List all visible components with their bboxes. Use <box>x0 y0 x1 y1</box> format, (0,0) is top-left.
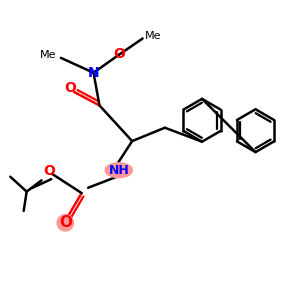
Text: Me: Me <box>145 31 161 40</box>
Text: O: O <box>65 82 76 95</box>
Text: NH: NH <box>108 164 129 177</box>
Text: Me: Me <box>40 50 56 61</box>
Text: O: O <box>59 215 72 230</box>
Text: N: N <box>88 66 99 80</box>
Text: O: O <box>113 47 125 61</box>
Ellipse shape <box>105 163 133 178</box>
Text: O: O <box>44 164 56 178</box>
Ellipse shape <box>57 214 74 231</box>
